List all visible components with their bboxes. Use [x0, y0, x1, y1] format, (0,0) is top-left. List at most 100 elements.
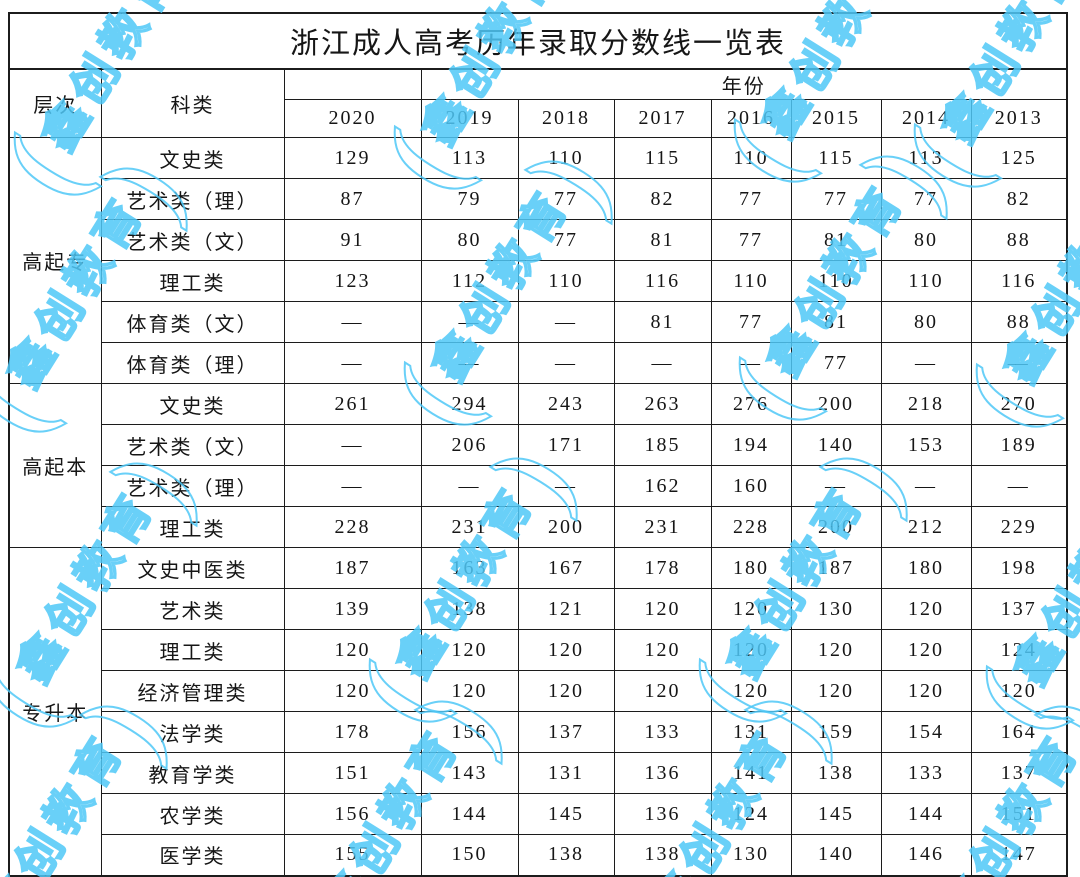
score-cell: 110	[880, 260, 972, 302]
score-cell: 130	[710, 834, 792, 876]
score-cell: 77	[517, 219, 615, 261]
score-cell: 218	[880, 383, 972, 425]
score-cell: 276	[710, 383, 792, 425]
category-cell: 艺术类（文）	[100, 424, 285, 466]
year-header-2018: 2018	[517, 99, 615, 138]
score-cell: —	[970, 342, 1068, 384]
score-cell: 124	[710, 793, 792, 835]
score-cell: 120	[613, 629, 712, 671]
category-cell: 艺术类	[100, 588, 285, 630]
category-cell: 理工类	[100, 506, 285, 548]
year-header-2013: 2013	[970, 99, 1068, 138]
table-row: 艺术类（理） — — —162 160— — —	[9, 465, 1068, 507]
score-cell: 154	[880, 711, 972, 753]
year-header-2016: 2016	[710, 99, 792, 138]
score-cell: 156	[420, 711, 519, 753]
table-row: 高起专 文史类 129 113 110 115 110 115 113 125	[8, 137, 1068, 384]
score-cell: —	[517, 465, 615, 507]
year-header-2017: 2017	[613, 99, 712, 138]
table-row: 经济管理类 120 120 120 120 120 120 120 120	[9, 670, 1068, 712]
category-cell: 教育学类	[100, 752, 285, 794]
score-cell: 87	[283, 178, 422, 220]
score-cell: 159	[790, 711, 882, 753]
score-cell: 200	[790, 383, 882, 425]
year-header-spacer	[283, 68, 422, 100]
score-cell: —	[790, 465, 882, 507]
score-cell: 120	[613, 588, 712, 630]
table-row: 艺术类（文） —206 171 185 194 140 153 189	[9, 424, 1068, 466]
score-cell: 120	[880, 670, 972, 712]
score-cell: 115	[613, 137, 712, 179]
score-cell: 206	[420, 424, 519, 466]
score-cell: 120	[710, 670, 792, 712]
score-cell: 145	[517, 793, 615, 835]
score-cell: 80	[880, 219, 972, 261]
year-header-2015: 2015	[790, 99, 882, 138]
table-row: 理工类 120 120 120 120 120 120 120 124	[9, 629, 1068, 671]
page-title: 浙江成人高考历年录取分数线一览表	[8, 12, 1068, 70]
score-cell: 120	[710, 588, 792, 630]
score-cell: 160	[710, 465, 792, 507]
score-cell: 120	[790, 629, 882, 671]
score-cell: 120	[283, 670, 422, 712]
score-cell: 178	[613, 547, 712, 589]
score-cell: 194	[710, 424, 792, 466]
category-cell: 经济管理类	[100, 670, 285, 712]
score-cell: 171	[517, 424, 615, 466]
table-row: 医学类 155 150 138 138 130 140 146 147	[9, 834, 1068, 876]
score-cell: 200	[790, 506, 882, 548]
score-cell: 120	[420, 629, 519, 671]
level-cell: 高起专	[8, 137, 102, 384]
score-cell: 138	[790, 752, 882, 794]
score-cell: 133	[613, 711, 712, 753]
score-cell: 144	[420, 793, 519, 835]
score-cell: 150	[420, 834, 519, 876]
score-cell: —	[420, 465, 519, 507]
score-cell: 91	[283, 219, 422, 261]
score-cell: 164	[970, 711, 1068, 753]
category-cell: 艺术类（理）	[100, 465, 285, 507]
score-cell: 120	[880, 588, 972, 630]
level-cell: 专升本	[8, 547, 102, 876]
score-cell: 77	[710, 219, 792, 261]
category-cell: 法学类	[100, 711, 285, 753]
score-cell: 144	[880, 793, 972, 835]
score-cell: 77	[790, 342, 882, 384]
score-cell: 81	[613, 219, 712, 261]
category-cell: 理工类	[100, 629, 285, 671]
score-cell: 243	[517, 383, 615, 425]
score-cell: 180	[710, 547, 792, 589]
score-cell: 198	[970, 547, 1068, 589]
category-cell: 艺术类（理）	[100, 178, 285, 220]
score-cell: 131	[710, 711, 792, 753]
score-cell: —	[283, 465, 422, 507]
score-cell: 110	[710, 137, 792, 179]
table-header: 浙江成人高考历年录取分数线一览表 层次 科类 年份 2020 2019 2018…	[8, 12, 1068, 138]
score-cell: —	[970, 465, 1068, 507]
table-row: 艺术类（理） 87 79 77 82 77 77 77 82	[9, 178, 1068, 220]
score-cell: 187	[283, 547, 422, 589]
score-cell: 178	[283, 711, 422, 753]
score-cell: 163	[420, 547, 519, 589]
score-cell: 82	[613, 178, 712, 220]
score-cell: 156	[283, 793, 422, 835]
score-cell: —	[283, 301, 422, 343]
score-table-body: 高起专 文史类 129 113 110 115 110 115 113 125 艺术类（理） 87 79…	[8, 137, 1068, 876]
score-cell: 77	[710, 178, 792, 220]
year-header-2019: 2019	[420, 99, 519, 138]
year-group-header: 年份	[420, 68, 1068, 100]
score-cell: 82	[970, 178, 1068, 220]
score-cell: —	[517, 342, 615, 384]
header-row-years: 2020 2019 2018 2017 2016 2015 2014 2013	[9, 99, 1068, 138]
score-cell: 121	[517, 588, 615, 630]
score-cell: 212	[880, 506, 972, 548]
score-cell: —	[880, 465, 972, 507]
score-cell: 120	[970, 670, 1068, 712]
score-cell: 294	[420, 383, 519, 425]
score-cell: 120	[613, 670, 712, 712]
score-cell: 120	[710, 629, 792, 671]
score-cell: 145	[790, 793, 882, 835]
score-cell: —	[517, 301, 615, 343]
score-cell: 130	[790, 588, 882, 630]
score-cell: 263	[613, 383, 712, 425]
